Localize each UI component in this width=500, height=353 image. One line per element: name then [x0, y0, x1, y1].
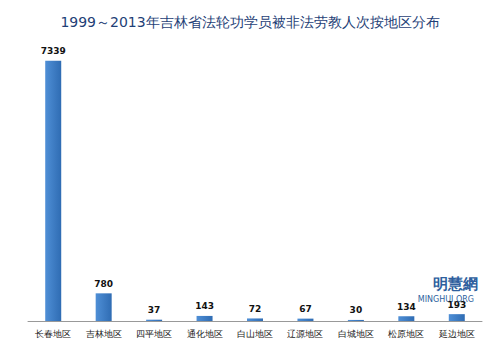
svg-text:143: 143 [195, 301, 214, 311]
svg-text:明慧網: 明慧網 [433, 275, 478, 293]
svg-text:吉林地区: 吉林地区 [86, 329, 122, 339]
svg-text:67: 67 [299, 304, 312, 314]
svg-text:134: 134 [397, 302, 416, 312]
svg-text:通化地区: 通化地区 [187, 329, 223, 339]
svg-text:四平地区: 四平地区 [136, 329, 172, 339]
svg-text:1999～2013年吉林省法轮功学员被非法劳教人次按地区分布: 1999～2013年吉林省法轮功学员被非法劳教人次按地区分布 [60, 14, 439, 30]
svg-text:193: 193 [447, 300, 466, 310]
svg-text:MINGHUI.ORG: MINGHUI.ORG [417, 294, 474, 304]
svg-text:30: 30 [350, 305, 363, 315]
svg-text:白山地区: 白山地区 [237, 329, 273, 339]
svg-text:37: 37 [148, 305, 161, 315]
svg-text:780: 780 [94, 279, 113, 289]
svg-text:延边地区: 延边地区 [438, 329, 475, 339]
svg-text:长春地区: 长春地区 [35, 329, 71, 339]
svg-text:松原地区: 松原地区 [388, 329, 424, 339]
svg-text:白城地区: 白城地区 [338, 329, 374, 339]
svg-text:辽源地区: 辽源地区 [287, 329, 323, 339]
svg-text:7339: 7339 [41, 46, 66, 56]
svg-text:72: 72 [249, 304, 262, 314]
